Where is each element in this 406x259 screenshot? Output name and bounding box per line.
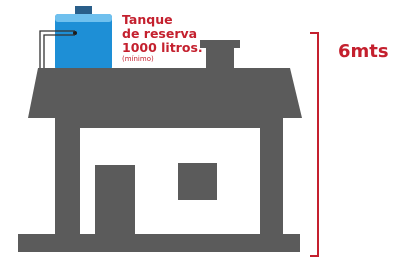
page: Tanque de reserva 1000 litros. (mínimo) … xyxy=(0,0,406,259)
door xyxy=(95,165,135,237)
tank xyxy=(55,14,112,70)
height-bracket xyxy=(310,33,318,256)
roof xyxy=(28,68,302,118)
chimney xyxy=(206,46,234,70)
base xyxy=(18,234,300,252)
height-label: 6mts xyxy=(338,41,389,62)
wall-top xyxy=(55,118,283,128)
tank-cap xyxy=(75,6,92,14)
wall-right xyxy=(260,118,283,238)
tank-label-line: de reserva xyxy=(122,26,197,41)
wall-left xyxy=(55,118,80,238)
tank-label-line: 1000 litros. xyxy=(122,40,203,55)
tank-top xyxy=(55,14,112,22)
tank-label-line: Tanque xyxy=(122,12,173,27)
window xyxy=(178,163,217,200)
illustration: Tanque de reserva 1000 litros. (mínimo) … xyxy=(0,0,406,259)
chimney-cap xyxy=(200,40,240,48)
tank-label-note: (mínimo) xyxy=(122,55,154,63)
